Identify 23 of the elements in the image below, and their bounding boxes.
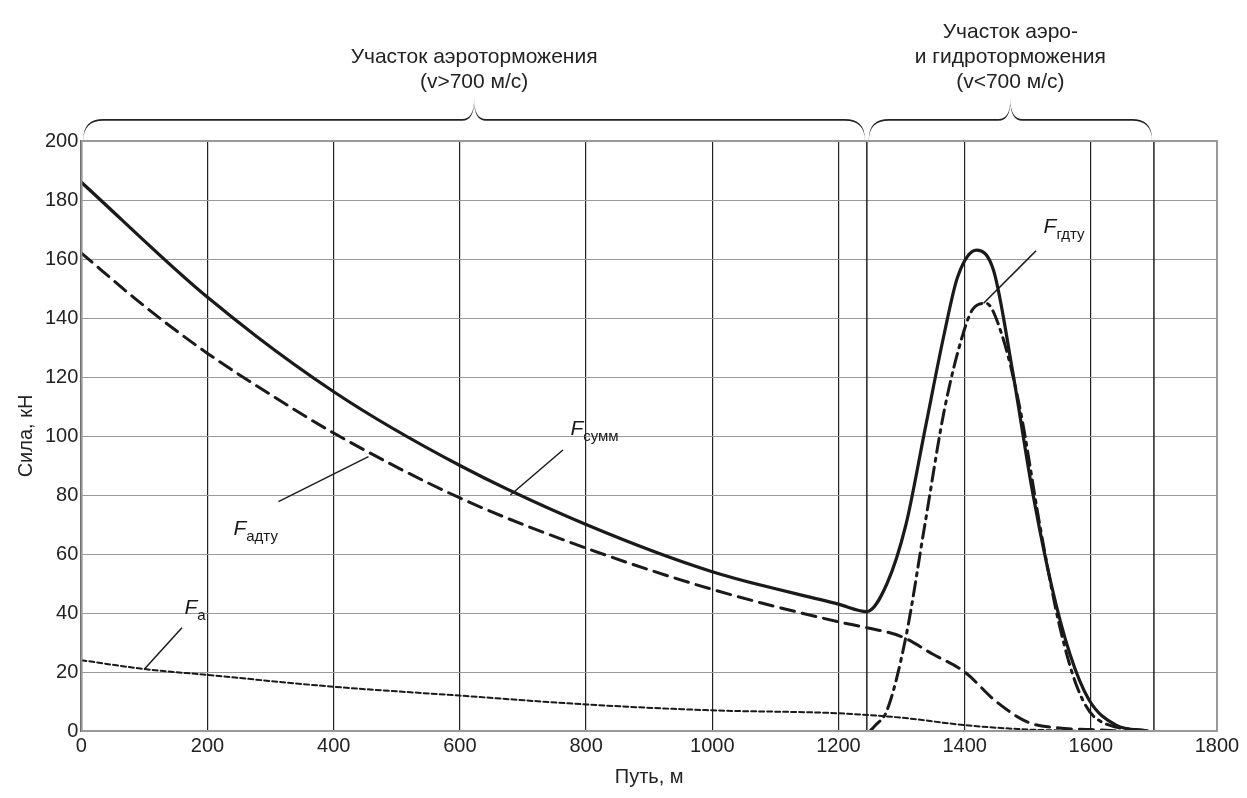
y-tick-label: 20 <box>56 659 79 682</box>
y-tick-label: 80 <box>56 482 79 505</box>
y-tick-label: 120 <box>44 364 79 387</box>
x-tick-label: 1400 <box>942 733 987 756</box>
y-tick-label: 200 <box>44 128 79 151</box>
x-tick-label: 1000 <box>690 733 735 756</box>
x-tick-label: 200 <box>190 733 225 756</box>
y-tick-label: 40 <box>56 600 79 623</box>
text: Участок аэро- и гидроторможения (v<700 м/с) <box>914 18 1106 93</box>
x-tick-label: 800 <box>569 733 603 756</box>
y-axis-title: Сила, кН <box>13 394 36 478</box>
x-tick-label: 1200 <box>816 733 861 756</box>
y-tick-label: 140 <box>44 305 79 328</box>
y-tick-label: 180 <box>44 187 79 210</box>
x-tick-label: 600 <box>443 733 477 756</box>
x-axis-title: Путь, м <box>614 764 684 787</box>
x-tick-label: 400 <box>317 733 351 756</box>
y-tick-label: 160 <box>44 246 79 269</box>
y-tick-label: 100 <box>44 423 79 446</box>
x-tick-label: 1800 <box>1194 733 1240 756</box>
x-tick-label: 1600 <box>1068 733 1114 756</box>
y-tick-label: 60 <box>56 541 79 564</box>
text: Участок аэроторможения (v>700 м/с) <box>350 43 598 93</box>
